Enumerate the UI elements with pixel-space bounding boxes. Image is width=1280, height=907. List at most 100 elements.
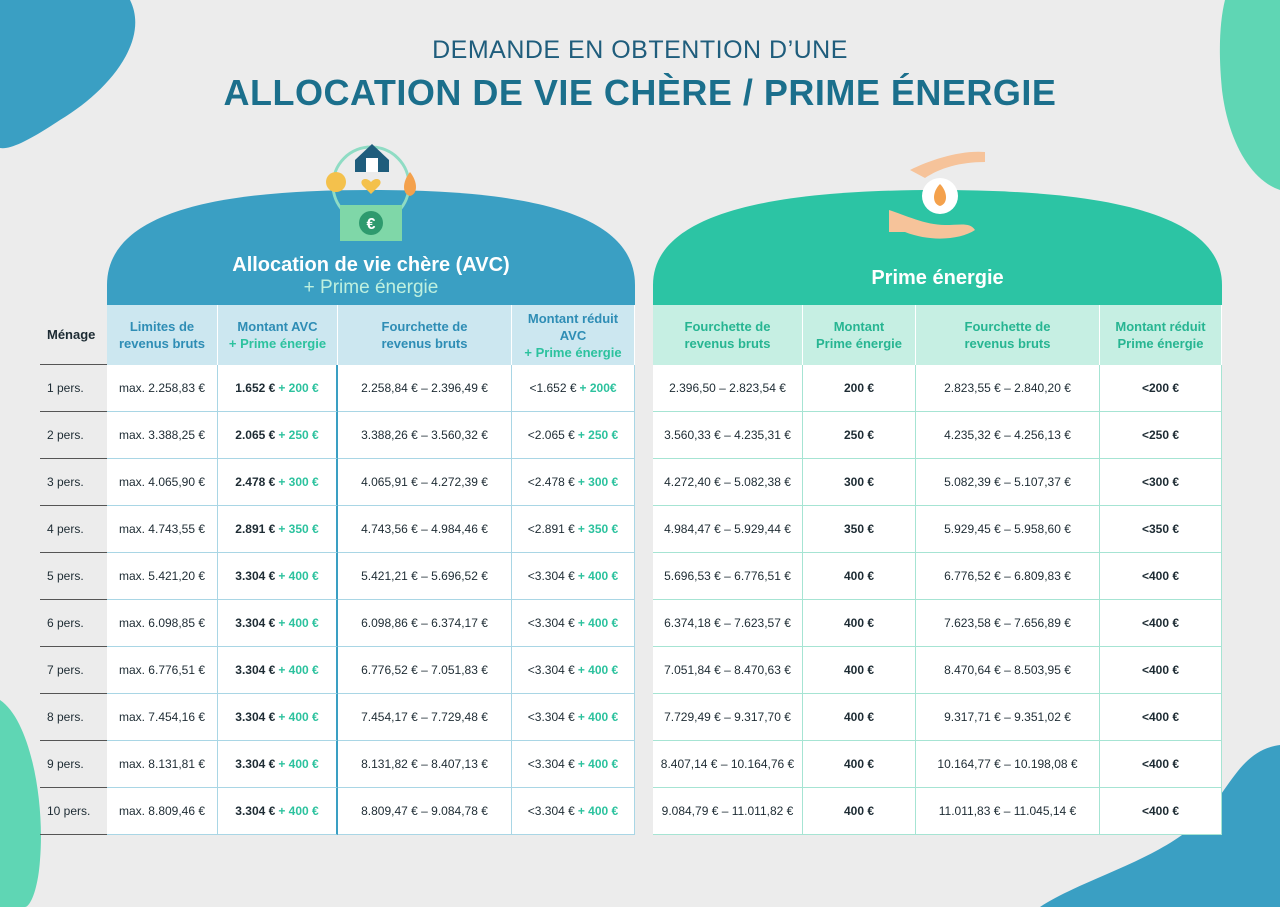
table-cell: <2.891 € + 350 € [512, 506, 635, 553]
table-cell: 4.272,40 € – 5.082,38 € [653, 459, 803, 506]
table-cell: <3.304 € + 400 € [512, 694, 635, 741]
table-cell: 4.984,47 € – 5.929,44 € [653, 506, 803, 553]
prime-amount: + 250 € [577, 428, 619, 442]
prime-amount: + 400 € [278, 757, 319, 771]
prime-amount: + 400 € [278, 710, 319, 724]
row-label: 9 pers. [40, 741, 107, 788]
row-label: 2 pers. [40, 412, 107, 459]
table-cell: 2.478 € + 300 € [218, 459, 338, 506]
prime-amount: + 400 € [577, 804, 619, 818]
table-cell: 5.929,45 € – 5.958,60 € [916, 506, 1100, 553]
table-cell: <350 € [1100, 506, 1222, 553]
table-cell: 400 € [803, 600, 916, 647]
prime-amount: + 400 € [278, 616, 319, 630]
table-cell: <3.304 € + 400 € [512, 647, 635, 694]
amount: <3.304 € [527, 757, 575, 771]
header-line: Montant [833, 319, 885, 334]
table-cell: max. 3.388,25 € [107, 412, 218, 459]
amount: 3.304 € [235, 569, 276, 583]
table-cell: 2.065 € + 250 € [218, 412, 338, 459]
row-label: 6 pers. [40, 600, 107, 647]
amount: 3.304 € [235, 663, 276, 677]
amount: <1.652 € [529, 381, 577, 395]
table-cell: <3.304 € + 400 € [512, 741, 635, 788]
header-line: AVC [559, 327, 587, 343]
prime-amount: + 400 € [278, 804, 319, 818]
table-cell: 2.396,50 – 2.823,54 € [653, 365, 803, 412]
amount: <2.478 € [527, 475, 575, 489]
table-cell: 4.065,91 € – 4.272,39 € [338, 459, 512, 506]
table-cell: <400 € [1100, 788, 1222, 835]
header-line: Montant AVC [237, 319, 318, 334]
prime-amount: + 400 € [278, 569, 319, 583]
header-line: Ménage [47, 327, 96, 342]
table-cell: 3.304 € + 400 € [218, 647, 338, 694]
table-cell: <3.304 € + 400 € [512, 788, 635, 835]
table-cell: 3.304 € + 400 € [218, 553, 338, 600]
amount: <3.304 € [527, 710, 575, 724]
svg-text:€: € [367, 216, 376, 233]
subtitle: DEMANDE EN OBTENTION D’UNE [432, 36, 848, 64]
table-cell: <400 € [1100, 553, 1222, 600]
amount: <3.304 € [527, 616, 575, 630]
table-cell: 7.623,58 € – 7.656,89 € [916, 600, 1100, 647]
prime-amount: + 350 € [278, 522, 319, 536]
table-cell: <400 € [1100, 694, 1222, 741]
header-line: revenus bruts [119, 336, 205, 351]
prime-amount: + 400 € [577, 663, 619, 677]
title: ALLOCATION DE VIE CHÈRE / PRIME ÉNERGIE [223, 72, 1057, 113]
amount: <3.304 € [527, 569, 575, 583]
header-line: Fourchette de [684, 319, 771, 334]
header-line: revenus bruts [964, 336, 1051, 351]
prime-title: Prime énergie [871, 267, 1004, 289]
table-cell: max. 4.065,90 € [107, 459, 218, 506]
header-line: Prime énergie [816, 336, 902, 351]
row-label: 8 pers. [40, 694, 107, 741]
row-label: 4 pers. [40, 506, 107, 553]
amount: <3.304 € [527, 663, 575, 677]
header-line: revenus bruts [381, 336, 468, 351]
row-label: 10 pers. [40, 788, 107, 835]
column-header: Montant réduit AVC + Prime énergie [512, 305, 635, 373]
table-cell: max. 6.776,51 € [107, 647, 218, 694]
table-cell: 2.891 € + 350 € [218, 506, 338, 553]
table-cell: 5.082,39 € – 5.107,37 € [916, 459, 1100, 506]
table-cell: 400 € [803, 788, 916, 835]
column-header: Montant AVC + Prime énergie [218, 305, 338, 373]
prime-amount: + 400 € [577, 616, 619, 630]
table-cell: <200 € [1100, 365, 1222, 412]
column-header: Ménage [40, 305, 107, 365]
table-cell: 6.098,86 € – 6.374,17 € [338, 600, 512, 647]
table-cell: <3.304 € + 400 € [512, 553, 635, 600]
row-label: 1 pers. [40, 365, 107, 412]
table-cell: <400 € [1100, 741, 1222, 788]
column-header: Fourchette de revenus bruts [653, 305, 803, 373]
column-header: Montant réduit Prime énergie [1100, 305, 1222, 373]
prime-amount: + 300 € [278, 475, 319, 489]
table-cell: 8.131,82 € – 8.407,13 € [338, 741, 512, 788]
amount: <2.891 € [527, 522, 575, 536]
prime-amount: + 200€ [579, 381, 617, 395]
amount: 1.652 € [235, 381, 276, 395]
header-line: Limites de [129, 319, 195, 334]
header-line: Prime énergie [1117, 336, 1204, 351]
column-header: Fourchette de revenus bruts [916, 305, 1100, 373]
table-cell: 2.823,55 € – 2.840,20 € [916, 365, 1100, 412]
table-cell: 7.729,49 € – 9.317,70 € [653, 694, 803, 741]
table-cell: 1.652 € + 200 € [218, 365, 338, 412]
table-cell: 4.235,32 € – 4.256,13 € [916, 412, 1100, 459]
prime-amount: + 300 € [577, 475, 619, 489]
prime-amount: + 400 € [577, 569, 619, 583]
table-cell: max. 6.098,85 € [107, 600, 218, 647]
prime-amount: + 350 € [577, 522, 619, 536]
amount: 3.304 € [235, 757, 276, 771]
table-cell: 7.454,17 € – 7.729,48 € [338, 694, 512, 741]
column-header: Limites de revenus bruts [107, 305, 218, 373]
header-extra: + Prime énergie [524, 344, 622, 360]
table-cell: <400 € [1100, 600, 1222, 647]
table-cell: 2.258,84 € – 2.396,49 € [338, 365, 512, 412]
table-cell: 8.407,14 € – 10.164,76 € [653, 741, 803, 788]
table-cell: 9.317,71 € – 9.351,02 € [916, 694, 1100, 741]
table-cell: 11.011,83 € – 11.045,14 € [916, 788, 1100, 835]
table-cell: 250 € [803, 412, 916, 459]
